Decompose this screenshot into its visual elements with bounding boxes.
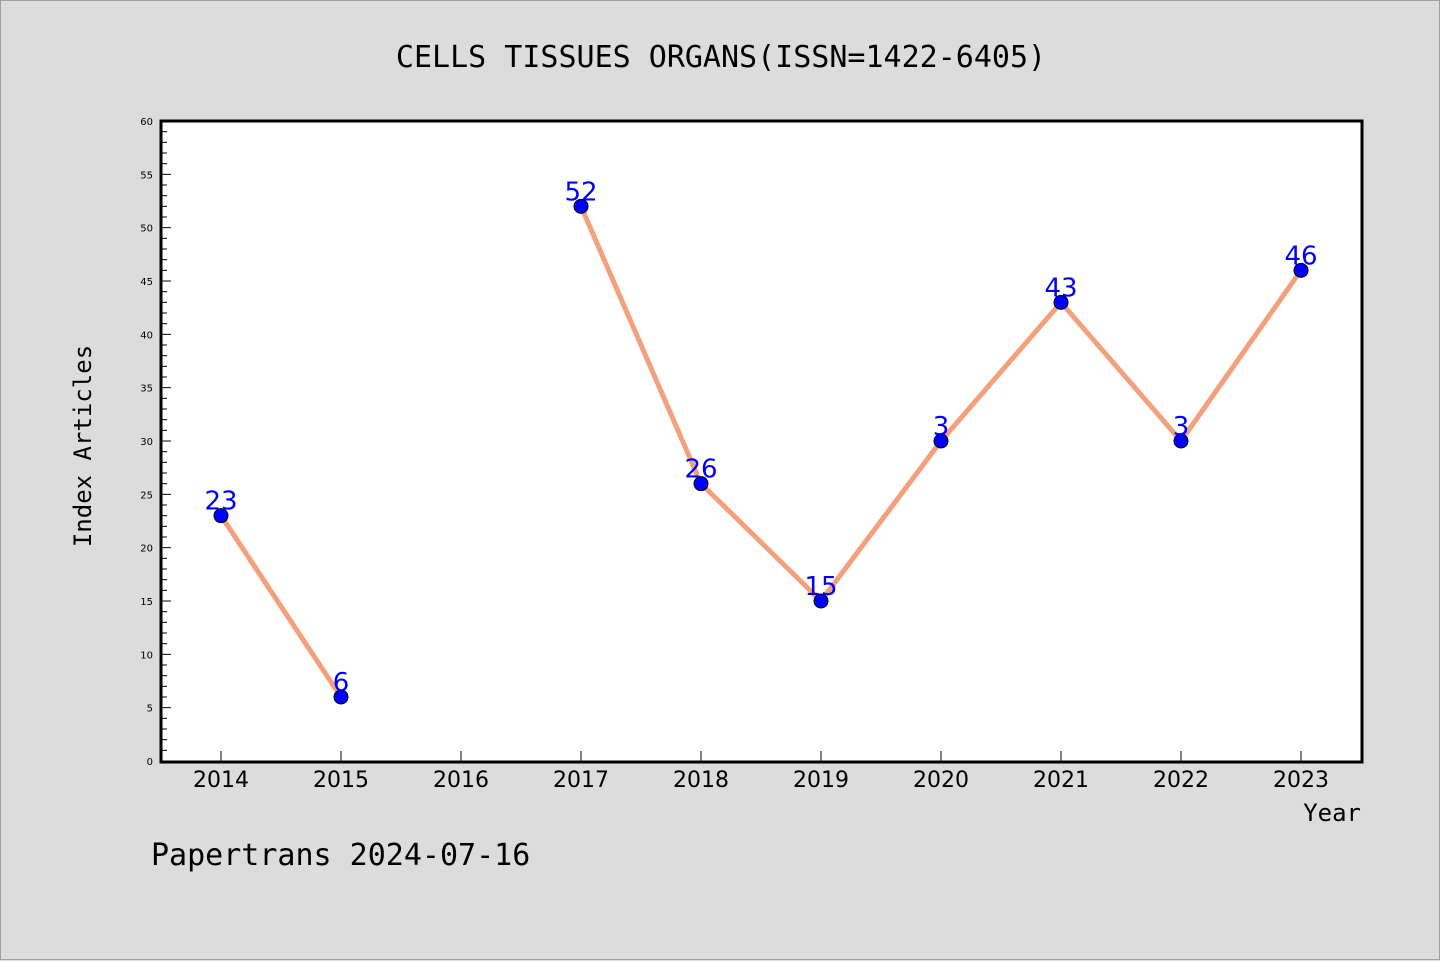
y-tick-label: 45 [140, 277, 153, 288]
plot-area [159, 119, 1364, 764]
series-line-segment [818, 438, 944, 604]
y-tick-label: 0 [147, 757, 153, 768]
series-line-segment [1178, 267, 1304, 444]
data-point-marker [693, 476, 709, 492]
x-tick-label: 2022 [1153, 768, 1209, 793]
x-tick-label: 2017 [553, 768, 609, 793]
data-label: 23 [204, 487, 237, 517]
data-label: 26 [684, 455, 717, 485]
x-tick-label: 2015 [313, 768, 369, 793]
data-label-group: 23 6 52 26 15 3 43 3 46 [204, 177, 1317, 698]
data-label: 3 [933, 412, 950, 442]
y-tick-label: 15 [140, 597, 153, 608]
y-tick-label: 30 [140, 437, 153, 448]
series-line-segment [218, 513, 344, 700]
y-tick-label: 20 [140, 544, 153, 555]
y-tick-label: 60 [140, 117, 153, 128]
data-point-marker [573, 198, 589, 214]
data-label: 52 [564, 177, 597, 207]
series-marker-group [213, 198, 1309, 705]
x-tick-label: 2018 [673, 768, 729, 793]
data-point-marker [1173, 433, 1189, 449]
data-point-marker [933, 433, 949, 449]
data-label: 46 [1284, 241, 1317, 271]
x-tick-label: 2020 [913, 768, 969, 793]
y-tick-label: 55 [140, 170, 153, 181]
series-line-segment [698, 481, 824, 604]
data-label: 43 [1044, 273, 1077, 303]
x-tick-label: 2014 [193, 768, 249, 793]
x-axis: 2014 2015 2016 2017 2018 2019 2020 2021 2022 2023 [193, 751, 1329, 793]
y-axis: 0 5 10 15 20 25 30 35 40 45 50 55 60 [140, 117, 171, 768]
x-tick-label: 2016 [433, 768, 489, 793]
data-point-marker [1293, 262, 1309, 278]
y-tick-label: 40 [140, 330, 153, 341]
y-tick-label: 5 [147, 704, 153, 715]
y-tick-label: 50 [140, 224, 153, 235]
series-line-group [218, 203, 1304, 700]
x-tick-label: 2019 [793, 768, 849, 793]
chart-title: CELLS TISSUES ORGANS(ISSN=1422-6405) [396, 40, 1046, 75]
footer-watermark: Papertrans 2024-07-16 [151, 838, 530, 873]
data-point-marker [213, 508, 229, 524]
y-tick-label: 10 [140, 650, 153, 661]
data-point-marker [1053, 294, 1069, 310]
data-point-marker [813, 593, 829, 609]
y-tick-label: 35 [140, 384, 153, 395]
series-line-segment [1058, 299, 1184, 444]
data-label: 6 [333, 668, 350, 698]
x-axis-title: Year [1303, 799, 1361, 827]
data-label: 3 [1173, 412, 1190, 442]
data-point-marker [333, 689, 349, 705]
series-line-segment [938, 299, 1064, 444]
x-tick-label: 2023 [1273, 768, 1329, 793]
series-line-segment [578, 203, 704, 487]
y-axis-title: Index Articles [69, 345, 97, 547]
data-label: 15 [804, 572, 837, 602]
x-tick-label: 2021 [1033, 768, 1089, 793]
y-tick-label: 25 [140, 490, 153, 501]
